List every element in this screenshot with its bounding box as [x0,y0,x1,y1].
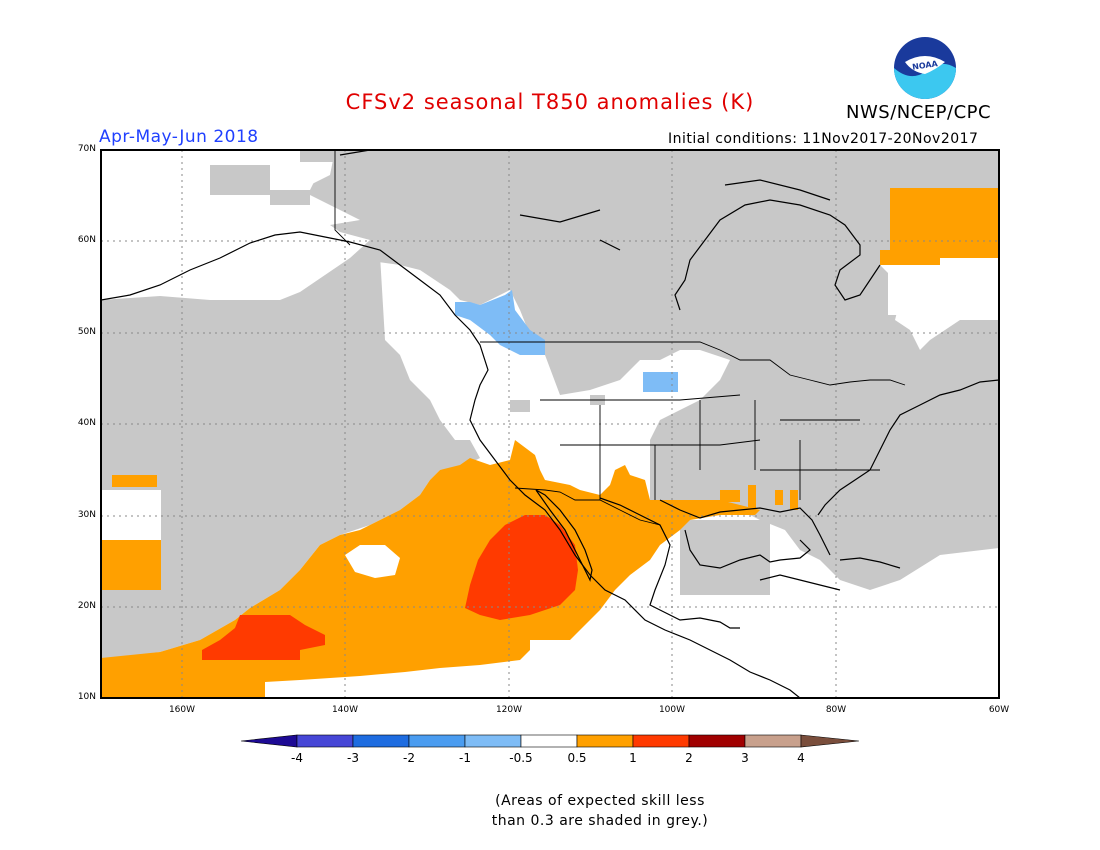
anomaly-1-2-region [202,515,578,660]
lon-label: 100W [658,705,686,715]
map-frame [100,149,1000,699]
colorbar-tick: 0.5 [567,751,587,765]
colorbar-tick: -2 [403,751,415,765]
low-skill-mask [101,150,999,660]
lat-label: 20N [77,601,96,611]
lon-label: 120W [495,705,523,715]
skill-note: (Areas of expected skill less than 0.3 a… [0,791,1100,831]
colorbar-tick: 1 [629,751,637,765]
colorbar-tick: -3 [347,751,359,765]
lat-label: 50N [77,327,96,337]
anomaly-neg0.5-neg1-region [455,290,678,392]
neutral-holes [101,490,590,658]
lon-label: 60W [988,705,1010,715]
lat-label: 60N [77,235,96,245]
coastlines [101,150,999,698]
lon-label: 140W [331,705,359,715]
colorbar-tick: 4 [797,751,805,765]
lat-label: 70N [77,144,96,154]
lat-label: 10N [77,692,96,702]
forecast-period: Apr-May-Jun 2018 [99,127,259,147]
colorbar-arrow-high [800,734,860,748]
colorbar-tick: 3 [741,751,749,765]
colorbar-tick: -0.5 [509,751,533,765]
colorbar-tick: -4 [291,751,303,765]
map-title: CFSv2 seasonal T850 anomalies (K) [345,90,755,114]
skill-note-line: (Areas of expected skill less [495,793,705,809]
colorbar [240,734,860,748]
lat-label: 30N [77,510,96,520]
colorbar-tick: 2 [685,751,693,765]
political-borders [334,150,906,526]
lat-label: 40N [77,418,96,428]
colorbar-tick: -1 [459,751,471,765]
lon-label: 80W [825,705,847,715]
lon-label: 160W [168,705,196,715]
initial-conditions: Initial conditions: 11Nov2017-20Nov2017 [668,131,979,147]
skill-note-line: than 0.3 are shaded in grey.) [491,813,709,829]
agency-label: NWS/NCEP/CPC [846,102,992,123]
colorbar-arrow-low [240,734,298,748]
noaa-logo-icon [894,37,956,99]
